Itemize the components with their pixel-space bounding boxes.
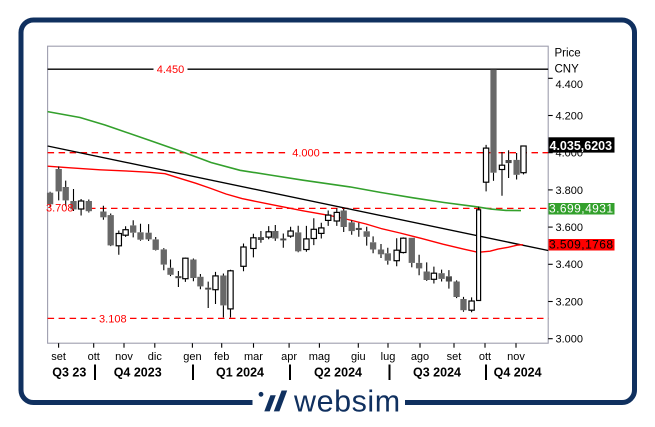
svg-text:Q4 2023: Q4 2023 [114, 366, 162, 380]
svg-text:Q2 2024: Q2 2024 [314, 366, 362, 380]
svg-text:mar: mar [244, 351, 263, 363]
svg-text:websim: websim [293, 384, 401, 418]
svg-text:3.108: 3.108 [99, 313, 127, 325]
svg-text:3.509,1768: 3.509,1768 [549, 238, 614, 252]
svg-text:ott: ott [88, 351, 100, 363]
svg-text:ott: ott [479, 351, 491, 363]
svg-text:lug: lug [381, 351, 396, 363]
svg-text:mag: mag [309, 351, 330, 363]
svg-text:3.708: 3.708 [46, 203, 74, 215]
svg-text:3.699,4931: 3.699,4931 [549, 202, 614, 216]
svg-text:3.200: 3.200 [556, 296, 584, 308]
svg-text:giu: giu [351, 351, 366, 363]
svg-text:4.000: 4.000 [292, 148, 320, 160]
svg-text:4.200: 4.200 [556, 110, 584, 122]
svg-text:Q4 2024: Q4 2024 [494, 366, 542, 380]
svg-text:4.400: 4.400 [556, 79, 584, 91]
svg-text:Price: Price [555, 48, 581, 60]
svg-text:gen: gen [183, 351, 201, 363]
svg-text:apr: apr [281, 351, 297, 363]
svg-text:4.035,6203: 4.035,6203 [550, 139, 613, 153]
svg-text:3.800: 3.800 [556, 185, 584, 197]
svg-text:feb: feb [214, 351, 229, 363]
svg-text:dic: dic [148, 351, 163, 363]
svg-text:3.600: 3.600 [556, 222, 584, 234]
svg-text:3.000: 3.000 [556, 334, 584, 346]
svg-text:set: set [51, 351, 66, 363]
svg-text:4.450: 4.450 [157, 64, 185, 76]
svg-text:nov: nov [507, 351, 525, 363]
svg-text:Q3 23: Q3 23 [52, 366, 86, 380]
svg-text:set: set [447, 351, 462, 363]
svg-text:Q3 2024: Q3 2024 [413, 366, 461, 380]
svg-text:Q1 2024: Q1 2024 [216, 366, 264, 380]
svg-text:nov: nov [115, 351, 133, 363]
svg-text:3.400: 3.400 [556, 259, 584, 271]
svg-text:ago: ago [411, 351, 429, 363]
svg-text:CNY: CNY [555, 64, 580, 76]
